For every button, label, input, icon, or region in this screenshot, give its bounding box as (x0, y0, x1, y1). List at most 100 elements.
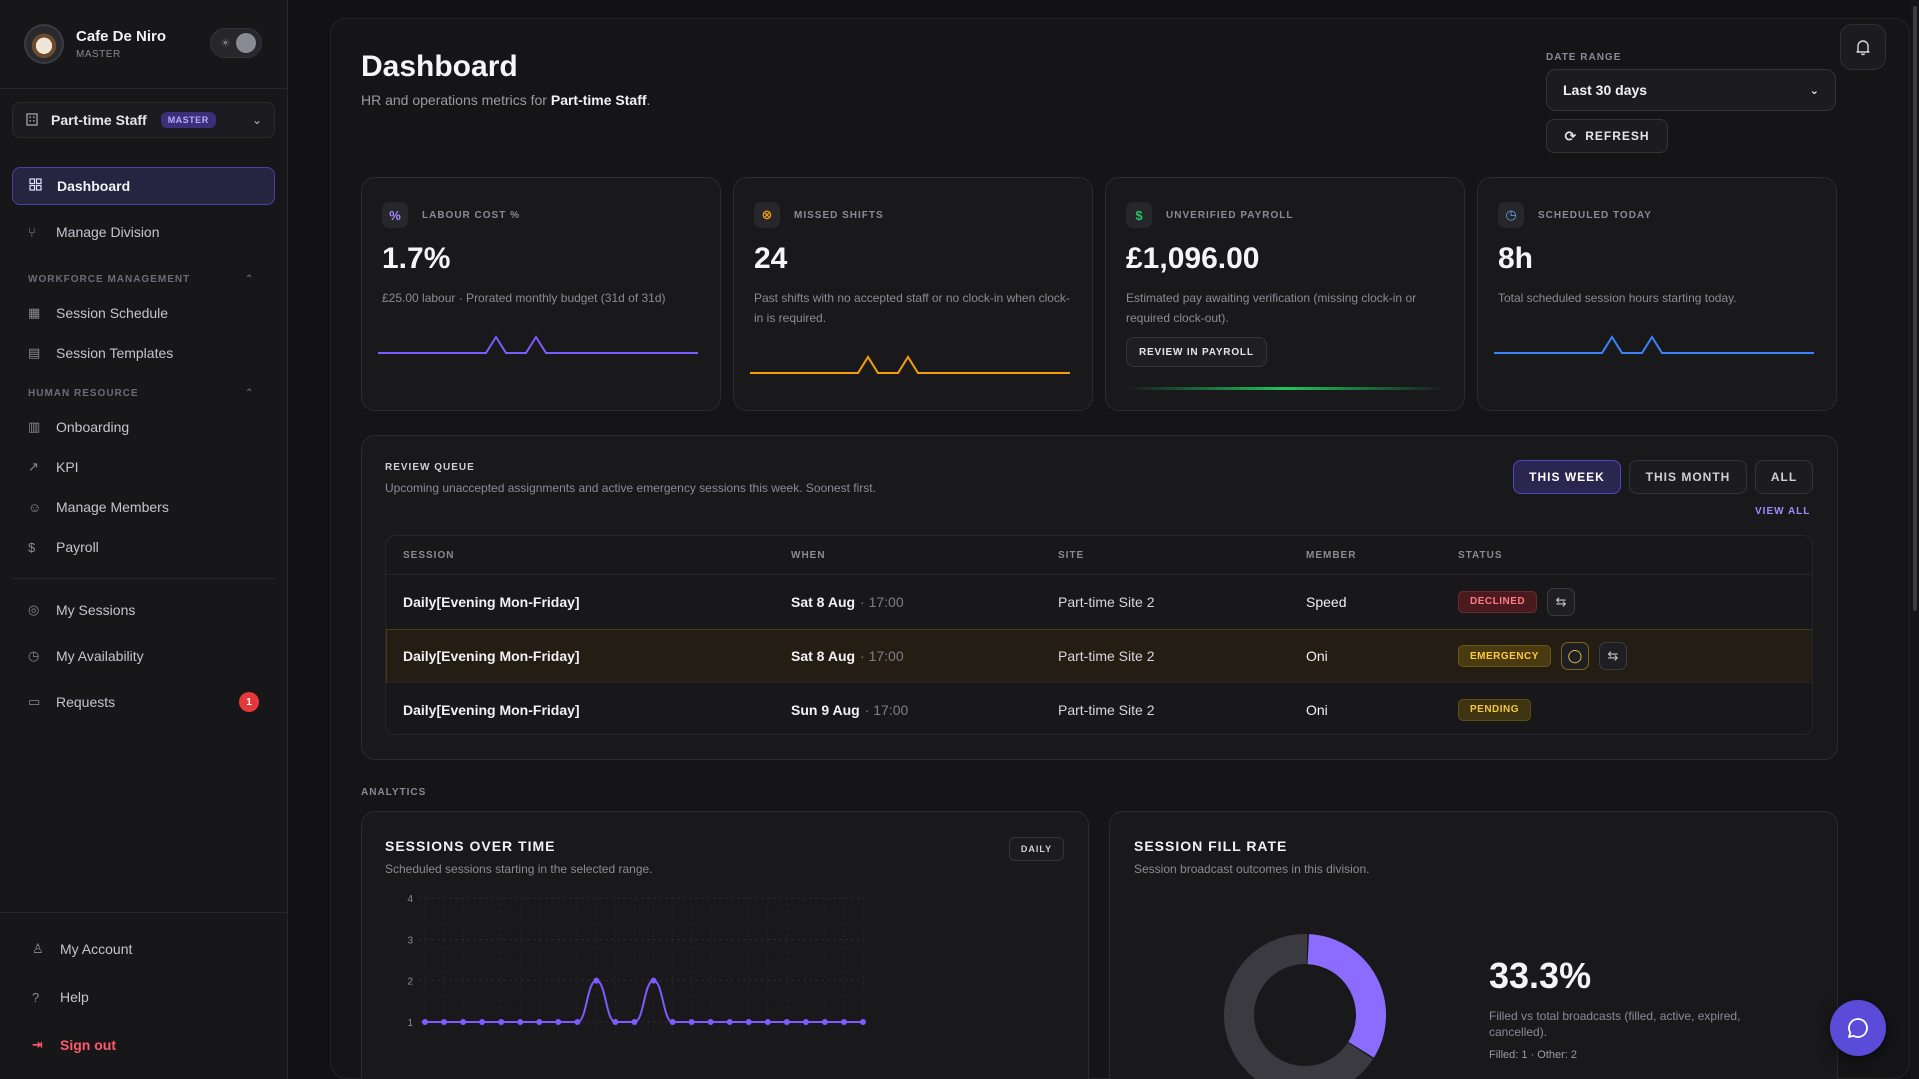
card-desc: Past shifts with no accepted staff or no… (754, 291, 1070, 325)
chat-button[interactable] (1830, 1000, 1886, 1056)
data-point (555, 1019, 562, 1025)
card-value: £1,096.00 (1126, 242, 1260, 275)
swap-button[interactable]: ⇆ (1547, 587, 1576, 616)
clipboard-icon: ▥ (28, 419, 41, 434)
nav-my-availability[interactable]: ◷ My Availability (12, 637, 275, 675)
data-point (707, 1019, 714, 1025)
division-name: Part-time Staff (51, 112, 147, 128)
nav-dashboard[interactable]: Dashboard (12, 167, 275, 205)
notifications-button[interactable] (1840, 24, 1886, 70)
card-desc: Estimated pay awaiting verification (mis… (1126, 291, 1417, 325)
clock-icon: ◷ (28, 648, 40, 663)
section-workforce[interactable]: WORKFORCE MANAGEMENT ⌃ (28, 274, 253, 285)
nav-manage-division[interactable]: ⑂ Manage Division (12, 213, 275, 251)
data-point (479, 1019, 486, 1025)
fill-rate-title: SESSION FILL RATE (1134, 838, 1288, 854)
card-missed-shifts: ⊗ MISSED SHIFTS 24 Past shifts with no a… (733, 177, 1093, 411)
sessions-line-chart: 1 2 3 4 (407, 894, 866, 1032)
nav-onboarding-label: Onboarding (56, 419, 130, 435)
page-subtitle: HR and operations metrics for Part-time … (361, 92, 651, 108)
date-range-value: Last 30 days (1563, 82, 1648, 98)
nav-my-account[interactable]: ♙ My Account (12, 930, 275, 968)
cell-when: Sat 8 Aug · 17:00 (791, 593, 904, 610)
nav-sign-out[interactable]: ⇥ Sign out (12, 1026, 275, 1064)
data-point (764, 1019, 771, 1025)
daily-toggle[interactable]: DAILY (1009, 837, 1064, 861)
trend-icon: ↗ (28, 459, 39, 474)
grid-icon (29, 178, 51, 194)
data-point (669, 1019, 676, 1025)
message-button[interactable]: ◯ (1560, 642, 1589, 670)
review-in-payroll-button[interactable]: REVIEW IN PAYROLL (1126, 337, 1267, 367)
division-selector[interactable]: Part-time Staff MASTER ⌄ (12, 102, 275, 138)
nav-my-sessions[interactable]: ◎ My Sessions (12, 591, 275, 629)
refresh-button[interactable]: ⟳ REFRESH (1546, 119, 1668, 153)
sparkline-scheduled (1494, 335, 1814, 354)
data-point (783, 1019, 790, 1025)
nav-payroll[interactable]: $ Payroll (12, 528, 275, 566)
date-range-select[interactable]: Last 30 days ⌄ (1546, 69, 1836, 111)
nav-kpi[interactable]: ↗ KPI (12, 448, 275, 486)
fill-rate-percent: 33.3% (1489, 955, 1592, 996)
card-desc: £25.00 labour · Prorated monthly budget … (382, 291, 666, 305)
table-row[interactable]: Daily[Evening Mon-Friday] Sat 8 Aug · 17:… (386, 629, 1812, 683)
card-desc: Total scheduled session hours starting t… (1498, 291, 1737, 305)
percent-icon: % (382, 202, 408, 228)
swap-button[interactable]: ⇆ (1598, 642, 1627, 670)
date-range-label: DATE RANGE (1546, 52, 1622, 63)
logout-icon: ⇥ (32, 1037, 43, 1052)
nav-session-templates[interactable]: ▤ Session Templates (12, 334, 275, 372)
divider (0, 912, 288, 913)
refresh-label: REFRESH (1585, 129, 1650, 143)
section-hr-label: HUMAN RESOURCE (28, 388, 139, 399)
card-scheduled-today: ◷ SCHEDULED TODAY 8h Total scheduled ses… (1477, 177, 1837, 411)
nav-session-schedule-label: Session Schedule (56, 305, 169, 321)
tab-all[interactable]: ALL (1755, 460, 1813, 494)
cell-status: DECLINED ⇆ (1458, 575, 1576, 628)
data-point (688, 1019, 695, 1025)
bell-icon (1856, 40, 1870, 56)
cell-status: EMERGENCY ◯ ⇆ (1458, 630, 1627, 682)
section-hr[interactable]: HUMAN RESOURCE ⌃ (28, 388, 253, 399)
nav-requests[interactable]: ▭ Requests 1 (12, 683, 275, 721)
chevron-down-icon: ⌄ (1809, 84, 1819, 97)
payroll-accent-line (1126, 387, 1446, 390)
scrollbar[interactable] (1911, 0, 1919, 1079)
card-title: MISSED SHIFTS (794, 209, 884, 221)
review-queue-title: REVIEW QUEUE (385, 462, 475, 473)
nav-manage-members[interactable]: ☺ Manage Members (12, 488, 275, 526)
y-tick-label: 3 (407, 935, 413, 946)
column-header: SESSION (403, 550, 455, 561)
card-value: 24 (754, 242, 788, 275)
review-queue-table: SESSION WHEN SITE MEMBER STATUS Daily[Ev… (385, 535, 1813, 735)
chevron-up-icon: ⌃ (245, 274, 255, 285)
sessions-over-time-panel (361, 811, 1089, 1079)
table-row[interactable]: Daily[Evening Mon-Friday] Sun 9 Aug · 17:… (386, 682, 1812, 734)
division-badge: MASTER (160, 112, 216, 128)
tab-this-week[interactable]: THIS WEEK (1513, 460, 1621, 494)
inbox-icon: ▭ (28, 694, 41, 709)
tab-this-month[interactable]: THIS MONTH (1629, 460, 1747, 494)
branch-icon: ⑂ (28, 224, 36, 240)
status-badge: PENDING (1458, 698, 1532, 721)
card-title: LABOUR COST % (422, 209, 520, 221)
nav-help[interactable]: ? Help (12, 978, 275, 1016)
view-all-link[interactable]: VIEW ALL (1755, 506, 1811, 517)
status-badge: EMERGENCY (1458, 645, 1551, 667)
nav-help-label: Help (60, 989, 89, 1005)
brand[interactable]: Cafe De Niro MASTER (24, 24, 166, 64)
subtitle-division: Part-time Staff (550, 92, 647, 108)
swap-icon: ⇆ (1555, 593, 1567, 609)
data-point (536, 1019, 543, 1025)
y-tick-label: 1 (407, 1018, 413, 1029)
nav-kpi-label: KPI (56, 459, 79, 475)
theme-toggle[interactable]: ☀ (210, 28, 262, 58)
scrollbar-thumb[interactable] (1913, 6, 1917, 611)
swap-icon: ⇆ (1607, 648, 1619, 663)
table-row[interactable]: Daily[Evening Mon-Friday] Sat 8 Aug · 17:… (386, 574, 1812, 628)
page-title: Dashboard (361, 50, 518, 83)
nav-session-schedule[interactable]: ▦ Session Schedule (12, 294, 275, 332)
nav-onboarding[interactable]: ▥ Onboarding (12, 408, 275, 446)
sessions-chart-title: SESSIONS OVER TIME (385, 838, 556, 854)
data-point (726, 1019, 733, 1025)
